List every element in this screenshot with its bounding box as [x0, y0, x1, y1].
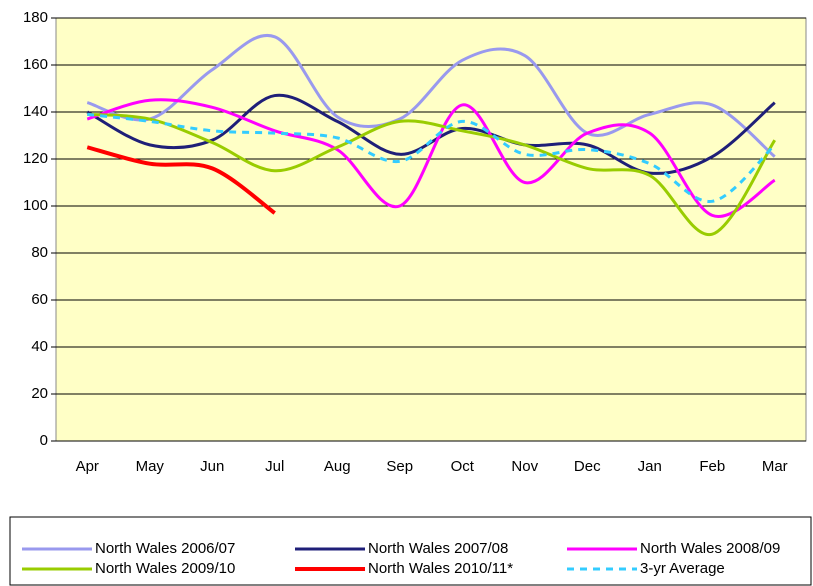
y-tick-label: 0	[40, 432, 48, 449]
x-tick-label: Apr	[76, 458, 99, 475]
legend-label: North Wales 2007/08	[368, 540, 508, 557]
legend-box	[9, 516, 812, 586]
y-tick-label: 180	[23, 9, 48, 26]
plot-area	[55, 17, 807, 442]
legend-label: North Wales 2006/07	[95, 540, 235, 557]
y-tick-label: 40	[31, 338, 48, 355]
legend-label: North Wales 2010/11*	[368, 560, 513, 577]
x-tick-label: Feb	[699, 458, 725, 475]
x-tick-label: Aug	[324, 458, 351, 475]
x-tick-label: Jul	[265, 458, 284, 475]
y-tick-label: 160	[23, 56, 48, 73]
x-tick-label: Mar	[762, 458, 788, 475]
x-tick-label: Oct	[451, 458, 475, 475]
x-tick-label: Jun	[200, 458, 224, 475]
series-line	[86, 33, 776, 158]
legend-label: 3-yr Average	[640, 560, 725, 577]
y-tick-label: 120	[23, 150, 48, 167]
series-line	[87, 112, 776, 203]
y-tick-label: 100	[23, 197, 48, 214]
series-line	[86, 145, 276, 215]
y-tick-label: 140	[23, 103, 48, 120]
legend-label: North Wales 2008/09	[640, 540, 780, 557]
y-tick-label: 80	[31, 244, 48, 261]
x-tick-label: Dec	[574, 458, 601, 475]
legend-label: North Wales 2009/10	[95, 560, 235, 577]
x-tick-label: Nov	[511, 458, 538, 475]
y-tick-label: 20	[31, 385, 48, 402]
x-tick-label: May	[136, 458, 165, 475]
x-tick-label: Jan	[638, 458, 662, 475]
x-tick-label: Sep	[386, 458, 413, 475]
series-line	[86, 98, 776, 218]
y-tick-label: 60	[31, 291, 48, 308]
